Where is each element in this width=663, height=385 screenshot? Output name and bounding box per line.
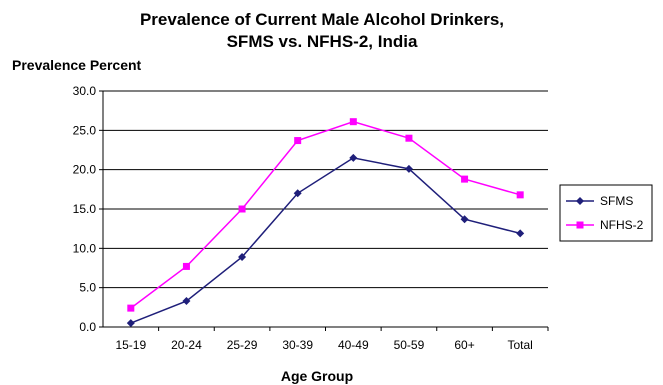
series-line-1 — [130, 120, 521, 309]
x-tick-label: 15-19 — [115, 338, 146, 352]
y-tick-label: 15.0 — [73, 202, 97, 216]
x-tick-label: 40-49 — [338, 338, 369, 352]
x-tick-label: 30-39 — [282, 338, 313, 352]
legend-marker-shape — [576, 221, 584, 229]
y-tick-label: 10.0 — [73, 241, 97, 255]
y-tick-label: 0.0 — [79, 320, 96, 334]
data-point-0 — [126, 319, 135, 328]
legend-box — [559, 184, 653, 242]
y-tick-labels: 0.0 5.0 10.0 15.0 20.0 25.0 30.0 — [73, 84, 97, 334]
series-line-0 — [130, 157, 521, 324]
x-axis-label: Age Group — [281, 368, 353, 384]
axes — [102, 91, 548, 328]
y-tick-label: 20.0 — [73, 163, 97, 177]
data-point-0 — [460, 215, 469, 224]
x-tick-labels: 15-19 20-24 25-29 30-39 40-49 50-59 60+ Total — [115, 327, 549, 352]
legend-label-sfms: SFMS — [600, 194, 633, 208]
data-point-1 — [405, 134, 413, 142]
legend-marker-sfms — [576, 197, 584, 205]
data-point-0 — [293, 189, 302, 198]
data-point-0 — [516, 229, 525, 238]
y-axis-label: Prevalence Percent — [12, 57, 142, 73]
gridlines — [99, 90, 548, 328]
data-point-0 — [404, 164, 413, 173]
data-point-0 — [238, 252, 247, 261]
data-point-1 — [516, 191, 524, 199]
chart-title-line-1: Prevalence of Current Male Alcohol Drink… — [140, 10, 504, 29]
x-tick-label: 25-29 — [227, 338, 258, 352]
chart-title-line-2: SFMS vs. NFHS-2, India — [227, 32, 418, 51]
data-point-1 — [127, 304, 135, 312]
y-tick-label: 30.0 — [73, 84, 97, 98]
legend-marker-nfhs2 — [576, 221, 584, 229]
x-tick-label: 60+ — [454, 338, 474, 352]
data-point-1 — [349, 118, 357, 126]
y-tick-label: 25.0 — [73, 123, 97, 137]
data-point-1 — [238, 205, 246, 213]
series-group — [126, 118, 525, 328]
x-tick-label: 20-24 — [171, 338, 202, 352]
data-point-1 — [182, 262, 190, 270]
data-point-0 — [182, 297, 191, 306]
data-point-1 — [294, 137, 302, 145]
legend-marker-shape — [576, 197, 584, 205]
y-tick-label: 5.0 — [79, 281, 96, 295]
x-tick-label: Total — [508, 338, 533, 352]
legend-label-nfhs2: NFHS-2 — [600, 218, 644, 232]
legend: SFMS NFHS-2 — [559, 184, 653, 242]
data-point-1 — [461, 175, 469, 183]
x-tick-label: 50-59 — [394, 338, 425, 352]
data-point-0 — [349, 153, 358, 162]
